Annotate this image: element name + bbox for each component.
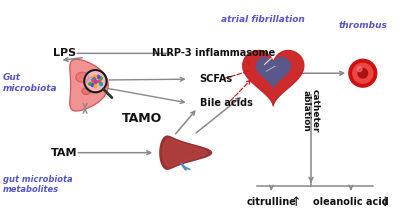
Circle shape [93,78,96,81]
Text: TAMO: TAMO [122,112,162,125]
Circle shape [92,80,95,83]
Circle shape [100,83,102,86]
Circle shape [85,71,106,92]
Polygon shape [163,139,207,167]
Circle shape [357,67,362,72]
Polygon shape [160,136,212,169]
Circle shape [92,84,94,87]
Circle shape [358,68,368,78]
Text: ↓: ↓ [380,196,390,209]
Circle shape [97,75,100,78]
Circle shape [94,85,97,88]
Text: Gut
microbiota: Gut microbiota [3,74,57,93]
Text: gut microbiota
metabolites: gut microbiota metabolites [3,175,72,194]
Text: oleanolic acid: oleanolic acid [313,197,389,207]
Polygon shape [87,77,98,85]
Text: citrulline: citrulline [246,197,296,207]
Text: NLRP-3 inflammasome: NLRP-3 inflammasome [152,48,275,58]
Polygon shape [243,51,304,106]
Polygon shape [70,59,108,111]
Circle shape [94,75,97,78]
Text: Bile acids: Bile acids [200,98,252,108]
Text: SCFAs: SCFAs [200,74,233,84]
Circle shape [92,79,94,81]
Circle shape [98,80,101,83]
Text: atrial fibrillation: atrial fibrillation [222,15,305,24]
Text: LPS: LPS [53,48,76,58]
Circle shape [353,63,373,83]
Circle shape [349,59,377,87]
Polygon shape [256,58,290,88]
Circle shape [100,77,102,80]
Polygon shape [76,72,89,82]
Text: catheter
ablation: catheter ablation [302,89,320,133]
Circle shape [94,81,97,83]
Polygon shape [82,88,90,94]
Text: ↑: ↑ [291,196,301,209]
Text: TAM: TAM [51,148,78,158]
Circle shape [89,83,92,85]
Text: thrombus: thrombus [338,21,387,30]
